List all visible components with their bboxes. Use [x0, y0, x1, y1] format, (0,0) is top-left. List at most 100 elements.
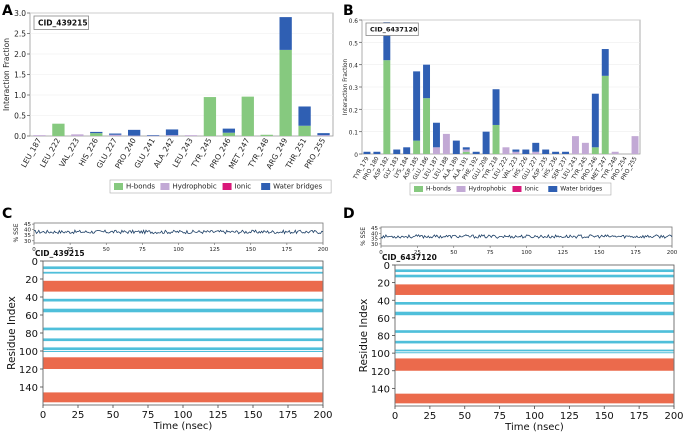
- panel-c-sse-xtick-label: 25: [67, 247, 74, 253]
- panel-a-ytick-label: 3.0: [14, 9, 26, 18]
- panel-c-ytick-label: 0: [32, 257, 38, 268]
- panel-c-x-axis-label: Time (nsec): [153, 421, 213, 432]
- panel-d-ss-band-helix: [395, 393, 674, 404]
- panel-a-bar-hydrophobic: [71, 134, 84, 136]
- panel-c-sse-xtick-label: 50: [103, 247, 110, 253]
- panel-c-xtick-label: 50: [107, 410, 120, 421]
- panel-b-legend-swatch: [548, 186, 558, 192]
- panel-a-bar-h-bonds: [203, 97, 217, 136]
- panel-c-xtick-label: 150: [243, 410, 262, 421]
- panel-d-xtick-label: 75: [493, 411, 506, 422]
- panel-d-title: CID_6437120: [382, 253, 437, 262]
- panel-d-xtick-label: 100: [525, 411, 544, 422]
- panel-c-sse-xtick-label: 75: [139, 247, 146, 253]
- panel-b-ytick-label: 0.4: [349, 64, 359, 70]
- panel-b-ytick-label: 0.1: [349, 131, 359, 137]
- panel-d-xtick-label: 0: [392, 411, 398, 422]
- panel-c-sse-ytick-label: 35: [24, 233, 31, 239]
- panel-d-sse-xtick-label: 150: [594, 250, 605, 256]
- panel-a-title-box: [33, 15, 89, 30]
- panel-a-bar-h-bonds: [52, 123, 65, 136]
- panel-a-ytick-label: 2.0: [14, 50, 26, 59]
- panel-d-sse-ytick-label: 40: [371, 231, 378, 237]
- panel-b-legend-label: Ionic: [524, 186, 538, 193]
- panel-d-ss-band-strand: [395, 340, 674, 344]
- panel-b-title: CID_6437120: [370, 26, 418, 34]
- panel-d-x-axis-label: Time (nsec): [504, 422, 564, 433]
- panel-b-bar-water-bridges: [403, 147, 411, 154]
- panel-b-ytick-label: 0.2: [349, 108, 359, 114]
- panel-c-xtick-label: 75: [142, 410, 155, 421]
- panel-b-bar-water-bridges: [393, 149, 401, 154]
- panel-c-ss-band-strand: [43, 298, 323, 302]
- panel-d-sse-xtick-label: 50: [450, 250, 457, 256]
- panel-a-bar-hydrophobic: [146, 135, 160, 137]
- panel-b-bar-water-bridges: [373, 151, 381, 154]
- panel-a-legend-label: Water bridges: [273, 183, 322, 191]
- panel-b-bar-hydrophobic: [532, 151, 540, 154]
- panel-d-sse-xtick-label: 0: [379, 250, 383, 256]
- panel-c-sse-xtick-label: 100: [173, 247, 184, 253]
- panel-b-legend-swatch: [414, 186, 423, 192]
- panel-a-bar-water-bridges: [298, 106, 311, 126]
- panel-b-bar-hydrophobic: [432, 147, 440, 154]
- panel-b-bar-water-bridges: [413, 71, 421, 141]
- panel-d-ss-band-strand: [395, 311, 674, 316]
- panel-c-ss-band-strand: [43, 327, 323, 331]
- panel-b-bar-h-bonds: [462, 151, 470, 154]
- panel-b-legend-label: Water bridges: [560, 186, 602, 193]
- panel-d-xtick-label: 50: [458, 411, 471, 422]
- panel-c-sse-ylabel: % SSE: [13, 223, 20, 242]
- panel-b-title-box: [365, 22, 419, 36]
- panel-b-bar-water-bridges: [452, 140, 460, 154]
- panel-a-bar-water-bridges: [165, 129, 179, 136]
- panel-a-bar-hydrophobic: [165, 135, 179, 136]
- panel-c-xtick-label: 25: [72, 410, 85, 421]
- panel-c-letter: C: [2, 206, 12, 222]
- panel-c-ss-band-helix: [43, 357, 323, 369]
- panel-b-bar-water-bridges: [462, 147, 470, 150]
- panel-d-sse-xtick-label: 25: [414, 250, 421, 256]
- panel-d-sse-ylabel: % SSE: [360, 227, 367, 246]
- panel-d-ytick-label: 40: [377, 296, 390, 307]
- panel-c-xtick-label: 175: [278, 410, 297, 421]
- panel-a-bar-h-bonds: [260, 134, 273, 136]
- panel-b-bar-water-bridges: [601, 49, 609, 76]
- panel-d-xtick-label: 200: [664, 411, 683, 422]
- panel-c-sse-ytick-label: 40: [24, 228, 31, 234]
- panel-c-sse-xtick-label: 175: [282, 247, 293, 253]
- panel-b-letter: B: [343, 3, 354, 19]
- panel-d-sse-line: [380, 233, 673, 240]
- panel-b-bar-h-bonds: [423, 98, 431, 154]
- panel-d-xtick-label: 125: [560, 411, 579, 422]
- panel-a-bar-hydrophobic: [33, 135, 46, 136]
- panel-c-ss-band-strand: [43, 266, 323, 270]
- panel-c-sse-ytick-label: 30: [24, 239, 31, 245]
- panel-b-ytick-label: 0: [354, 153, 358, 159]
- panel-b-bar-hydrophobic: [611, 151, 619, 154]
- panel-c-ss-band-strand: [43, 347, 323, 351]
- panel-d-ss-band-helix: [395, 284, 674, 295]
- panel-d-ytick-label: 20: [377, 279, 390, 290]
- panel-b-bar-water-bridges: [532, 142, 540, 152]
- panel-a-y-axis-label: Interaction Fraction: [2, 38, 11, 111]
- panel-b-bar-water-bridges: [363, 151, 371, 154]
- panel-a-title: CID_439215: [38, 19, 88, 28]
- panel-b-bar-water-bridges: [423, 64, 431, 99]
- panel-c-xtick-label: 125: [208, 410, 227, 421]
- panel-a-bar-water-bridges: [109, 133, 122, 135]
- panel-a-bar-hydrophobic: [184, 135, 198, 136]
- panel-b-bar-water-bridges: [512, 149, 520, 152]
- panel-d-sse-xtick-label: 200: [667, 250, 678, 256]
- panel-b-bar-water-bridges: [562, 151, 570, 154]
- panel-c-ss-band-helix: [43, 392, 323, 403]
- panel-b-ytick-label: 0.6: [349, 19, 359, 25]
- panel-a-bar-hydrophobic: [128, 135, 141, 137]
- panel-a-legend-swatch: [114, 183, 123, 190]
- panel-a-bar-water-bridges: [90, 131, 103, 134]
- panel-d-xtick-label: 150: [595, 411, 614, 422]
- panel-a-bar-hydrophobic: [317, 135, 330, 136]
- panel-c-title: CID_439215: [35, 249, 85, 258]
- panel-a-legend-swatch: [222, 183, 232, 190]
- panel-d-sse-ytick-label: 30: [371, 242, 378, 248]
